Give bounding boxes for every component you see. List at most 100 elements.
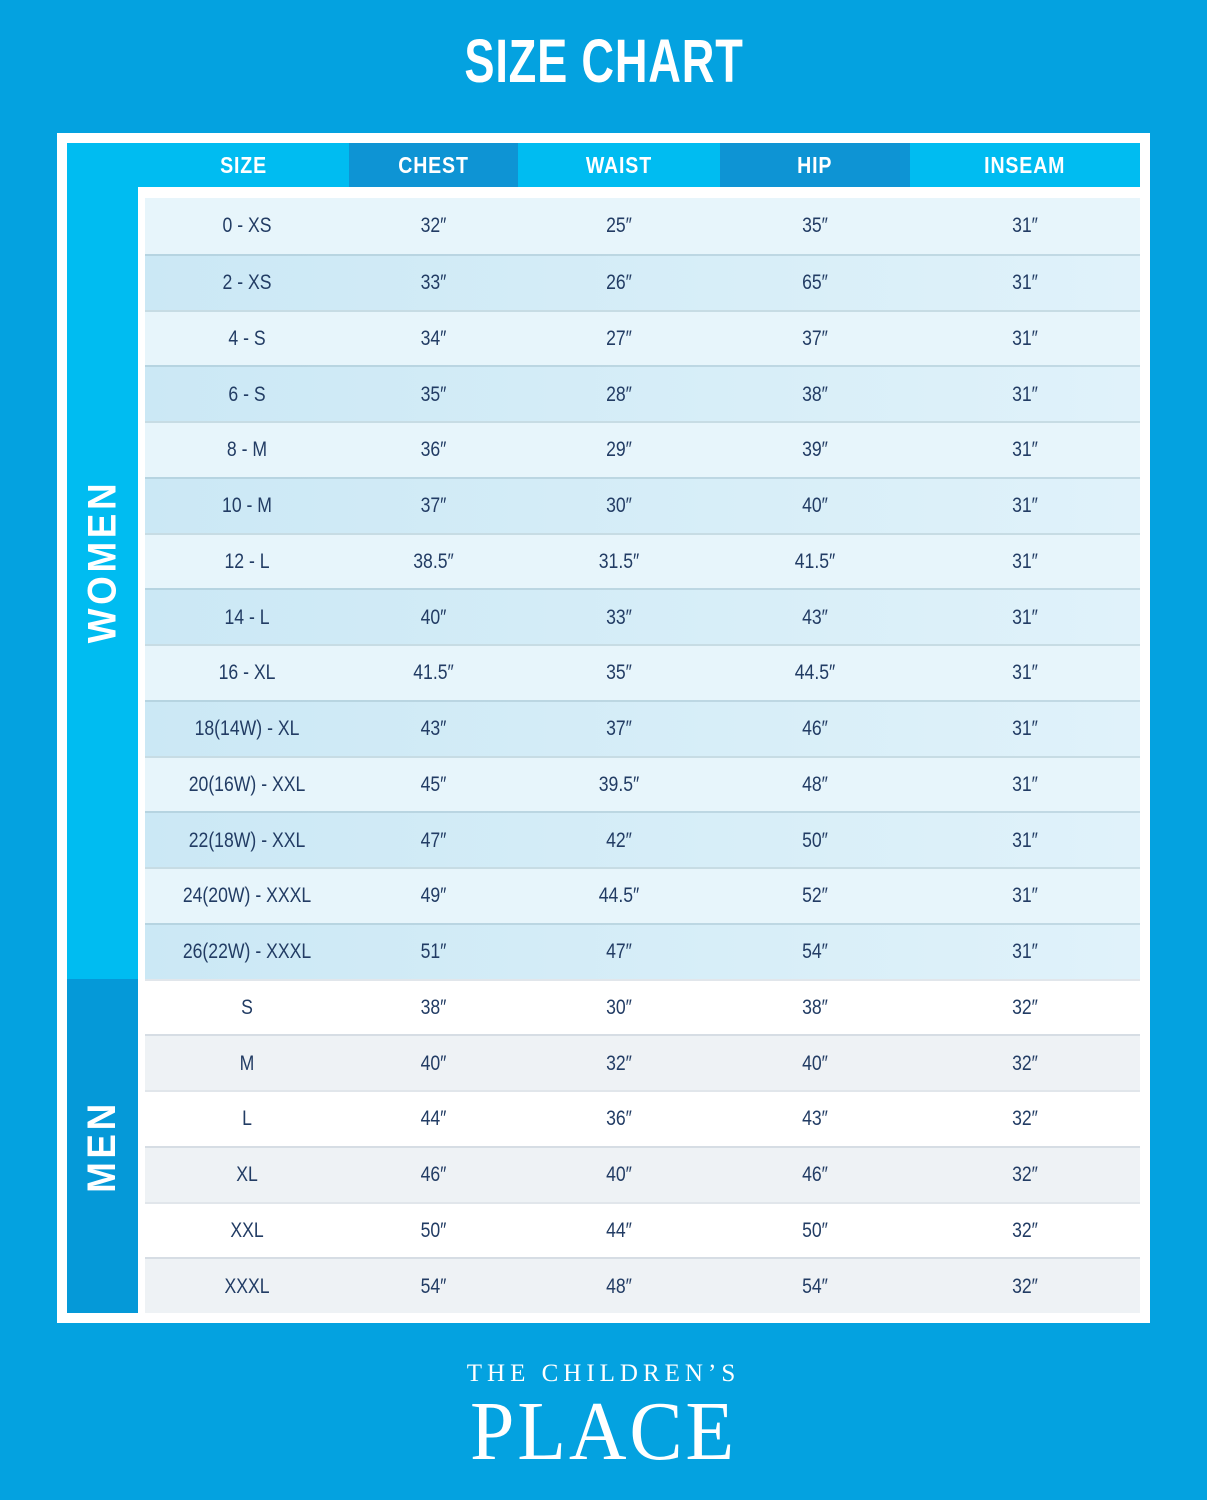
size-cell: 2 - XS: [222, 270, 272, 295]
waist-cell: 27″: [606, 325, 632, 350]
page-title: SIZE CHART: [0, 27, 1207, 96]
size-cell: 0 - XS: [222, 213, 272, 238]
size-cell: L: [242, 1106, 252, 1131]
size-cell: 14 - L: [224, 604, 270, 629]
waist-cell: 25″: [606, 213, 632, 238]
chest-cell: 45″: [420, 771, 447, 796]
men-section-bar: MEN: [67, 979, 138, 1313]
header-size-label: SIZE: [220, 151, 267, 178]
size-cell: 16 - XL: [218, 660, 276, 685]
table-row: 10 - M 37″ 30″ 40″ 31″: [145, 476, 1140, 533]
chest-cell: 38″: [420, 994, 447, 1019]
chest-cell: 38.5″: [413, 548, 454, 573]
hip-cell: 65″: [802, 270, 828, 295]
table-row: 26(22W) - XXXL 51″ 47″ 54″ 31″: [145, 922, 1140, 979]
size-cell: 20(16W) - XXL: [188, 771, 306, 796]
inseam-cell: 31″: [1012, 325, 1038, 350]
size-cell: XXXL: [224, 1273, 270, 1298]
inseam-cell: 31″: [1012, 213, 1038, 238]
chest-cell: 35″: [420, 381, 447, 406]
size-cell: XL: [236, 1162, 258, 1187]
size-cell: 8 - M: [226, 437, 268, 462]
chest-cell: 40″: [420, 1050, 447, 1075]
waist-cell: 26″: [606, 270, 632, 295]
waist-cell: 35″: [606, 660, 632, 685]
inseam-cell: 31″: [1012, 604, 1038, 629]
size-cell: 26(22W) - XXXL: [182, 939, 312, 964]
inseam-cell: 31″: [1012, 771, 1038, 796]
chest-cell: 33″: [420, 270, 447, 295]
chest-cell: 41.5″: [413, 660, 454, 685]
table-row: M 40″ 32″ 40″ 32″: [145, 1034, 1140, 1090]
header-chest: CHEST: [349, 143, 518, 187]
waist-cell: 33″: [606, 604, 632, 629]
chest-cell: 49″: [420, 883, 447, 908]
waist-cell: 37″: [606, 716, 632, 741]
hip-cell: 40″: [802, 493, 828, 518]
table-row: 18(14W) - XL 43″ 37″ 46″ 31″: [145, 699, 1140, 756]
header-hip: HIP: [720, 143, 910, 187]
size-cell: 18(14W) - XL: [194, 716, 300, 741]
waist-cell: 48″: [606, 1273, 632, 1298]
hip-cell: 38″: [802, 994, 828, 1019]
brand-line1: THE CHILDREN’S: [466, 1360, 741, 1387]
size-cell: XXL: [230, 1217, 264, 1242]
table-row: 2 - XS 33″ 26″ 65″ 31″: [145, 253, 1140, 310]
size-chart-frame: WOMEN MEN SIZE CHEST WAIST HIP INSEAM 0 …: [57, 133, 1150, 1323]
waist-cell: 44″: [606, 1217, 632, 1242]
chest-cell: 50″: [420, 1217, 447, 1242]
chest-cell: 51″: [420, 939, 447, 964]
header-size: SIZE: [138, 143, 349, 187]
inseam-cell: 32″: [1012, 1106, 1038, 1131]
hip-cell: 52″: [802, 883, 828, 908]
hip-cell: 50″: [802, 827, 828, 852]
chest-cell: 54″: [420, 1273, 447, 1298]
waist-cell: 44.5″: [598, 883, 640, 908]
inseam-cell: 32″: [1012, 1273, 1038, 1298]
header-inseam-label: INSEAM: [984, 151, 1066, 178]
table-row: 12 - L 38.5″ 31.5″ 41.5″ 31″: [145, 532, 1140, 589]
women-section-label: WOMEN: [80, 479, 125, 643]
hip-cell: 39″: [802, 437, 828, 462]
table-row: XXXL 54″ 48″ 54″ 32″: [145, 1257, 1140, 1313]
hip-cell: 41.5″: [794, 548, 836, 573]
table-row: 14 - L 40″ 33″ 43″ 31″: [145, 588, 1140, 644]
chest-cell: 32″: [420, 213, 447, 238]
chest-cell: 47″: [420, 827, 447, 852]
waist-cell: 36″: [606, 1106, 632, 1131]
table-row: 24(20W) - XXXL 49″ 44.5″ 52″ 31″: [145, 867, 1140, 923]
hip-cell: 54″: [802, 939, 828, 964]
inseam-cell: 32″: [1012, 994, 1038, 1019]
header-chest-label: CHEST: [398, 151, 469, 178]
inseam-cell: 32″: [1012, 1162, 1038, 1187]
hip-cell: 35″: [802, 213, 828, 238]
men-section-label: MEN: [80, 1099, 125, 1193]
header-hip-label: HIP: [797, 151, 833, 178]
hip-cell: 43″: [802, 604, 828, 629]
inseam-cell: 31″: [1012, 381, 1038, 406]
page-title-text: SIZE CHART: [463, 27, 744, 96]
waist-cell: 40″: [606, 1162, 632, 1187]
waist-cell: 47″: [606, 939, 632, 964]
waist-cell: 39.5″: [598, 771, 640, 796]
header-waist-label: WAIST: [585, 151, 653, 178]
chest-cell: 37″: [420, 493, 447, 518]
waist-cell: 30″: [606, 493, 632, 518]
inseam-cell: 31″: [1012, 270, 1038, 295]
inseam-cell: 31″: [1012, 939, 1038, 964]
inseam-cell: 31″: [1012, 660, 1038, 685]
hip-cell: 46″: [802, 716, 828, 741]
table-row: 8 - M 36″ 29″ 39″ 31″: [145, 421, 1140, 477]
chest-cell: 43″: [420, 716, 447, 741]
table-row: 20(16W) - XXL 45″ 39.5″ 48″ 31″: [145, 755, 1140, 812]
chest-cell: 36″: [420, 437, 447, 462]
size-cell: 4 - S: [228, 325, 266, 350]
table-row: 4 - S 34″ 27″ 37″ 31″: [145, 309, 1140, 366]
column-header-row: SIZE CHEST WAIST HIP INSEAM: [138, 143, 1140, 187]
size-cell: S: [241, 994, 253, 1019]
brand-line2-wrap: PLACE: [0, 1387, 1207, 1476]
table-row: 22(18W) - XXL 47″ 42″ 50″ 31″: [145, 811, 1140, 867]
chest-cell: 46″: [420, 1162, 447, 1187]
waist-cell: 30″: [606, 994, 632, 1019]
size-cell: 24(20W) - XXXL: [182, 883, 312, 908]
